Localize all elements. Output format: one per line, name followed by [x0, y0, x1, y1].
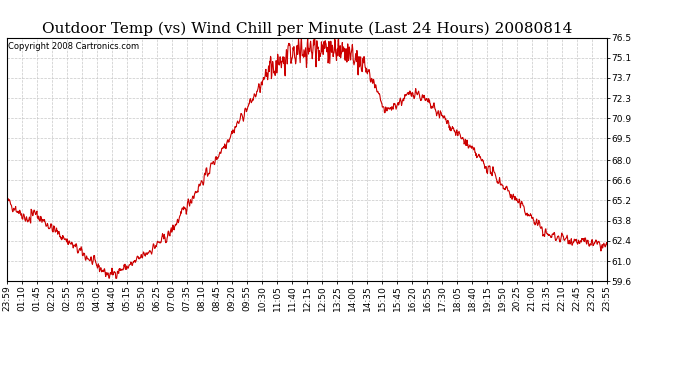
Text: Copyright 2008 Cartronics.com: Copyright 2008 Cartronics.com — [8, 42, 139, 51]
Title: Outdoor Temp (vs) Wind Chill per Minute (Last 24 Hours) 20080814: Outdoor Temp (vs) Wind Chill per Minute … — [42, 22, 572, 36]
